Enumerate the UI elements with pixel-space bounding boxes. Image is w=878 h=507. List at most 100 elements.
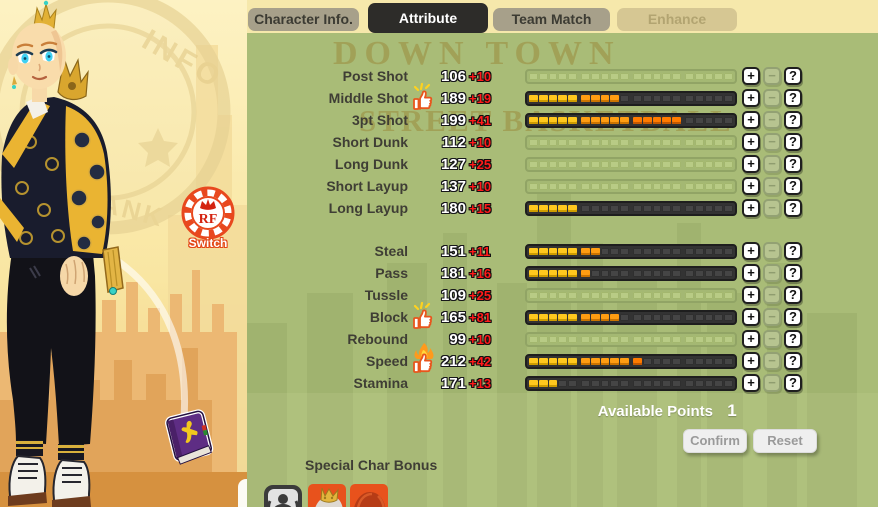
- plus-button[interactable]: +: [742, 352, 760, 370]
- stat-bar-segment: [714, 269, 724, 277]
- stat-bar-segment: [724, 116, 733, 124]
- stat-bar-segment: [642, 204, 652, 212]
- stat-bar-segment: [558, 204, 568, 212]
- minus-button[interactable]: −: [763, 89, 781, 107]
- tab-enhance[interactable]: Enhance: [617, 8, 737, 31]
- stat-bar-segment: [652, 72, 662, 80]
- minus-button[interactable]: −: [763, 177, 781, 195]
- stat-bar-segment: [694, 357, 704, 365]
- attr-value: 127: [440, 155, 466, 173]
- attr-bonus: +15: [469, 200, 492, 216]
- minus-button[interactable]: −: [763, 352, 781, 370]
- stat-bar-segment: [558, 247, 568, 255]
- stat-bar-segment: [538, 72, 548, 80]
- help-button[interactable]: ?: [784, 374, 802, 392]
- thumbs-up-icon: [408, 82, 438, 110]
- minus-button[interactable]: −: [763, 264, 781, 282]
- attr-row-stamina: Stamina 171 +13 + −?: [247, 372, 802, 394]
- stat-bar-segment: [694, 72, 704, 80]
- attr-label: Tussle: [364, 287, 408, 303]
- minus-button[interactable]: −: [763, 133, 781, 151]
- attr-label: Block: [369, 309, 408, 325]
- stat-bar-segment: [714, 72, 724, 80]
- stat-bar-segment: [662, 379, 672, 387]
- plus-button[interactable]: +: [742, 199, 760, 217]
- help-button[interactable]: ?: [784, 308, 802, 326]
- minus-button[interactable]: −: [763, 111, 781, 129]
- attr-bonus: +19: [469, 90, 492, 106]
- attr-row-speed: Speed 212 +42 + −?: [247, 343, 802, 373]
- attr-bonus: +10: [469, 178, 492, 194]
- stat-bar-segment: [590, 182, 600, 190]
- plus-button[interactable]: +: [742, 177, 760, 195]
- redhead-character-icon[interactable]: [350, 484, 388, 507]
- skill-book-item[interactable]: [159, 405, 221, 469]
- stat-bar-segment: [632, 138, 642, 146]
- minus-button[interactable]: −: [763, 374, 781, 392]
- help-button[interactable]: ?: [784, 199, 802, 217]
- attr-row-pass: Pass 181 +16 + −?: [247, 262, 802, 284]
- stat-bar-segment: [684, 138, 694, 146]
- plus-button[interactable]: +: [742, 286, 760, 304]
- attr-bonus: +10: [469, 331, 492, 347]
- attr-bonus: +16: [469, 265, 492, 281]
- stat-bar-segment: [662, 247, 672, 255]
- plus-button[interactable]: +: [742, 155, 760, 173]
- minus-button[interactable]: −: [763, 286, 781, 304]
- stat-bar-segment: [662, 138, 672, 146]
- stat-bar-segment: [568, 138, 577, 146]
- plus-button[interactable]: +: [742, 242, 760, 260]
- plus-button[interactable]: +: [742, 89, 760, 107]
- reset-button[interactable]: Reset: [753, 429, 817, 453]
- tab-character-info[interactable]: Character Info.: [248, 8, 359, 31]
- stat-bar-segment: [558, 313, 568, 321]
- plus-button[interactable]: +: [742, 308, 760, 326]
- plus-button[interactable]: +: [742, 67, 760, 85]
- crowned-character-icon[interactable]: [308, 484, 346, 507]
- plus-button[interactable]: +: [742, 264, 760, 282]
- help-button[interactable]: ?: [784, 264, 802, 282]
- stat-bar-segment: [652, 247, 662, 255]
- stat-bar-segment: [538, 204, 548, 212]
- help-button[interactable]: ?: [784, 155, 802, 173]
- plus-button[interactable]: +: [742, 111, 760, 129]
- help-button[interactable]: ?: [784, 67, 802, 85]
- plus-button[interactable]: +: [742, 133, 760, 151]
- help-button[interactable]: ?: [784, 330, 802, 348]
- help-button[interactable]: ?: [784, 177, 802, 195]
- stat-bar-segment: [548, 182, 558, 190]
- plus-button[interactable]: +: [742, 330, 760, 348]
- tab-team-match[interactable]: Team Match: [493, 8, 610, 31]
- stat-bar-segment: [529, 116, 538, 124]
- stat-bar: [525, 112, 737, 128]
- stat-bar-segment: [694, 313, 704, 321]
- stat-bar-segment: [672, 160, 681, 168]
- help-button[interactable]: ?: [784, 286, 802, 304]
- minus-button[interactable]: −: [763, 199, 781, 217]
- stat-bar-segment: [558, 160, 568, 168]
- help-button[interactable]: ?: [784, 111, 802, 129]
- help-button[interactable]: ?: [784, 133, 802, 151]
- minus-button[interactable]: −: [763, 330, 781, 348]
- stat-bar-segment: [652, 269, 662, 277]
- plus-button[interactable]: +: [742, 374, 760, 392]
- minus-button[interactable]: −: [763, 308, 781, 326]
- confirm-button[interactable]: Confirm: [683, 429, 747, 453]
- stat-bar-segment: [672, 269, 681, 277]
- help-button[interactable]: ?: [784, 242, 802, 260]
- minus-button[interactable]: −: [763, 242, 781, 260]
- stat-bar-segment: [590, 72, 600, 80]
- stat-bar-segment: [538, 160, 548, 168]
- tab-attribute[interactable]: Attribute: [368, 3, 488, 33]
- attr-row-middle-shot: Middle Shot 189 +19 + −?: [247, 82, 802, 110]
- help-button[interactable]: ?: [784, 352, 802, 370]
- team-pose-icon[interactable]: [263, 484, 303, 507]
- stat-bar-segment: [714, 313, 724, 321]
- watermark-downtown: DOWN TOWN: [333, 35, 621, 72]
- help-button[interactable]: ?: [784, 89, 802, 107]
- stat-bar-segment: [529, 291, 538, 299]
- rf-switch-button[interactable]: RF Switch: [181, 186, 235, 258]
- minus-button[interactable]: −: [763, 155, 781, 173]
- stat-bar-segment: [724, 313, 733, 321]
- minus-button[interactable]: −: [763, 67, 781, 85]
